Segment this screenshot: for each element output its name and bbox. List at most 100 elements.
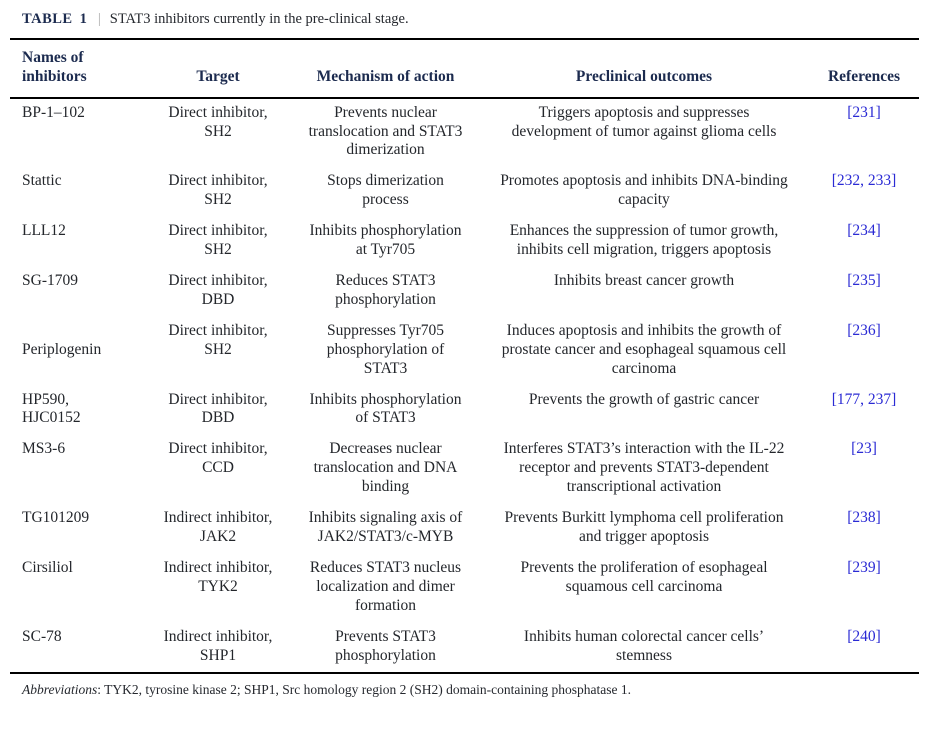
cell-outcomes: Prevents the growth of gastric cancer xyxy=(528,390,760,408)
cell-target: Direct inhibitor, CCD xyxy=(168,440,268,477)
reference-citation: [23] xyxy=(851,440,877,458)
table-row: SC-78 Indirect inhibitor, SHP1 Prevents ST… xyxy=(10,623,919,674)
footnote-label: Abbreviations xyxy=(22,682,98,698)
cell-outcomes: Promotes apoptosis and inhibits DNA-bind… xyxy=(500,172,788,209)
caption-text: STAT3 inhibitors currently in the pre-cl… xyxy=(109,11,409,27)
cell-references: [232, 233] xyxy=(809,167,919,217)
table-row: TG101209 Indirect inhibitor, JAK2 Inhibits… xyxy=(10,504,919,554)
reference-citation: [240] xyxy=(847,627,881,645)
reference-citation: [236] xyxy=(847,321,881,339)
table-row: HP590, HJC0152 Direct inhibitor, DBD Inhib… xyxy=(10,386,919,436)
reference-citation: [235] xyxy=(847,272,881,289)
reference-citation: [177, 237] xyxy=(831,390,897,408)
cell-mechanism: Reduces STAT3 phosphorylation xyxy=(335,272,436,308)
cell-references: [239] xyxy=(809,554,919,623)
table-row: LLL12 Direct inhibitor, SH2 Inhibits phosp… xyxy=(10,217,919,267)
reference-link[interactable]: 23 xyxy=(856,440,872,458)
reference-link[interactable]: 234 xyxy=(852,222,876,240)
col-header-names-of-inhibitors: Names of inhibitors xyxy=(10,38,144,99)
cell-name: MS3-6 xyxy=(22,440,66,458)
table-number: 1 xyxy=(79,11,87,27)
cell-references: [234] xyxy=(809,217,919,267)
cell-mechanism: Reduces STAT3 nucleus localization and d… xyxy=(309,558,462,614)
reference-link[interactable]: 237 xyxy=(867,390,892,408)
reference-link[interactable]: 231 xyxy=(852,103,876,121)
cell-references: [177, 237] xyxy=(809,386,919,436)
reference-link[interactable]: 236 xyxy=(852,321,876,339)
cell-outcomes: Prevents Burkitt lymphoma cell prolifera… xyxy=(504,509,784,545)
cell-target: Direct inhibitor, SH2 xyxy=(168,321,268,358)
table-row: MS3-6 Direct inhibitor, CCD Decreases nucl… xyxy=(10,435,919,504)
table-body: BP-1–102 Direct inhibitor, SH2 Prevents nu… xyxy=(10,98,919,674)
cell-name: BP-1–102 xyxy=(22,103,85,121)
cell-mechanism: Stops dimerization process xyxy=(327,172,444,209)
cell-name: SC-78 xyxy=(22,627,62,645)
cell-name: HP590, HJC0152 xyxy=(22,390,81,427)
cell-target: Indirect inhibitor, JAK2 xyxy=(163,509,273,545)
cell-target: Direct inhibitor, SH2 xyxy=(168,222,268,259)
col-header-preclinical-outcomes: Preclinical outcomes xyxy=(479,38,809,99)
cell-mechanism: Prevents nuclear translocation and STAT3… xyxy=(308,103,463,159)
table-row: Periplogenin Direct inhibitor, SH2 Suppres… xyxy=(10,317,919,386)
table-footnote: Abbreviations: TYK2, tyrosine kinase 2; … xyxy=(10,674,919,699)
cell-mechanism: Decreases nuclear translocation and DNA … xyxy=(313,440,458,496)
cell-outcomes: Interferes STAT3’s interaction with the … xyxy=(503,440,785,496)
cell-name: LLL12 xyxy=(22,222,66,240)
cell-outcomes: Inhibits human colorectal cancer cells’ … xyxy=(523,627,765,664)
cell-target: Direct inhibitor, DBD xyxy=(168,390,268,427)
cell-references: [23] xyxy=(809,435,919,504)
cell-references: [231] xyxy=(809,98,919,168)
cell-outcomes: Prevents the proliferation of esophageal… xyxy=(520,558,768,595)
cell-references: [240] xyxy=(809,623,919,674)
table-header: Names of inhibitors Target Mechanism of ac… xyxy=(10,38,919,99)
table-row: Cirsiliol Indirect inhibitor, TYK2 Reduces… xyxy=(10,554,919,623)
inhibitors-table: Names of inhibitors Target Mechanism of ac… xyxy=(10,37,919,675)
col-header-references: References xyxy=(809,38,919,99)
cell-target: Indirect inhibitor, TYK2 xyxy=(163,558,273,595)
cell-name: Cirsiliol xyxy=(22,558,73,576)
cell-references: [236] xyxy=(809,317,919,386)
table-row: BP-1–102 Direct inhibitor, SH2 Prevents nu… xyxy=(10,98,919,168)
caption-separator: | xyxy=(97,11,101,27)
reference-link[interactable]: 239 xyxy=(852,558,876,576)
table-row: Stattic Direct inhibitor, SH2 Stops dimeri… xyxy=(10,167,919,217)
cell-outcomes: Triggers apoptosis and suppresses develo… xyxy=(511,103,777,140)
header-row: Names of inhibitors Target Mechanism of ac… xyxy=(10,38,919,99)
reference-citation: [231] xyxy=(847,103,881,121)
table-row: SG-1709 Direct inhibitor, DBD Reduces STAT… xyxy=(10,267,919,317)
cell-outcomes: Inhibits breast cancer growth xyxy=(553,272,735,289)
col-header-target: Target xyxy=(144,38,292,99)
cell-target: Indirect inhibitor, SHP1 xyxy=(163,627,273,664)
cell-outcomes: Induces apoptosis and inhibits the growt… xyxy=(501,321,787,377)
cell-outcomes: Enhances the suppression of tumor growth… xyxy=(509,222,779,259)
cell-target: Direct inhibitor, DBD xyxy=(168,272,268,308)
cell-references: [238] xyxy=(809,504,919,554)
cell-mechanism: Suppresses Tyr705 phosphorylation of STA… xyxy=(326,321,445,377)
reference-link[interactable]: 235 xyxy=(852,272,876,289)
table-label: TABLE xyxy=(22,11,73,27)
reference-link[interactable]: 177 xyxy=(836,390,861,408)
reference-citation: [238] xyxy=(847,509,881,527)
col-header-mechanism-of-action: Mechanism of action xyxy=(292,38,479,99)
cell-mechanism: Inhibits signaling axis of JAK2/STAT3/c-… xyxy=(308,509,463,545)
cell-mechanism: Inhibits phosphorylation of STAT3 xyxy=(309,390,462,427)
cell-references: [235] xyxy=(809,267,919,317)
cell-name: Periplogenin xyxy=(22,340,102,358)
reference-citation: [234] xyxy=(847,222,881,240)
reference-link[interactable]: 233 xyxy=(867,172,892,190)
reference-link[interactable]: 240 xyxy=(852,627,876,645)
footnote-text: : TYK2, tyrosine kinase 2; SHP1, Src hom… xyxy=(97,682,631,698)
table-caption: TABLE 1 | STAT3 inhibitors currently in the… xyxy=(10,10,919,29)
cell-mechanism: Prevents STAT3 phosphorylation xyxy=(335,627,436,664)
cell-target: Direct inhibitor, SH2 xyxy=(168,103,268,140)
cell-target: Direct inhibitor, SH2 xyxy=(168,172,268,209)
reference-link[interactable]: 238 xyxy=(852,509,876,527)
cell-name: SG-1709 xyxy=(22,272,78,289)
reference-link[interactable]: 232 xyxy=(836,172,861,190)
reference-citation: [232, 233] xyxy=(831,172,897,190)
cell-name: Stattic xyxy=(22,172,62,190)
cell-mechanism: Inhibits phosphorylation at Tyr705 xyxy=(309,222,462,259)
reference-citation: [239] xyxy=(847,558,881,576)
cell-name: TG101209 xyxy=(22,509,90,527)
